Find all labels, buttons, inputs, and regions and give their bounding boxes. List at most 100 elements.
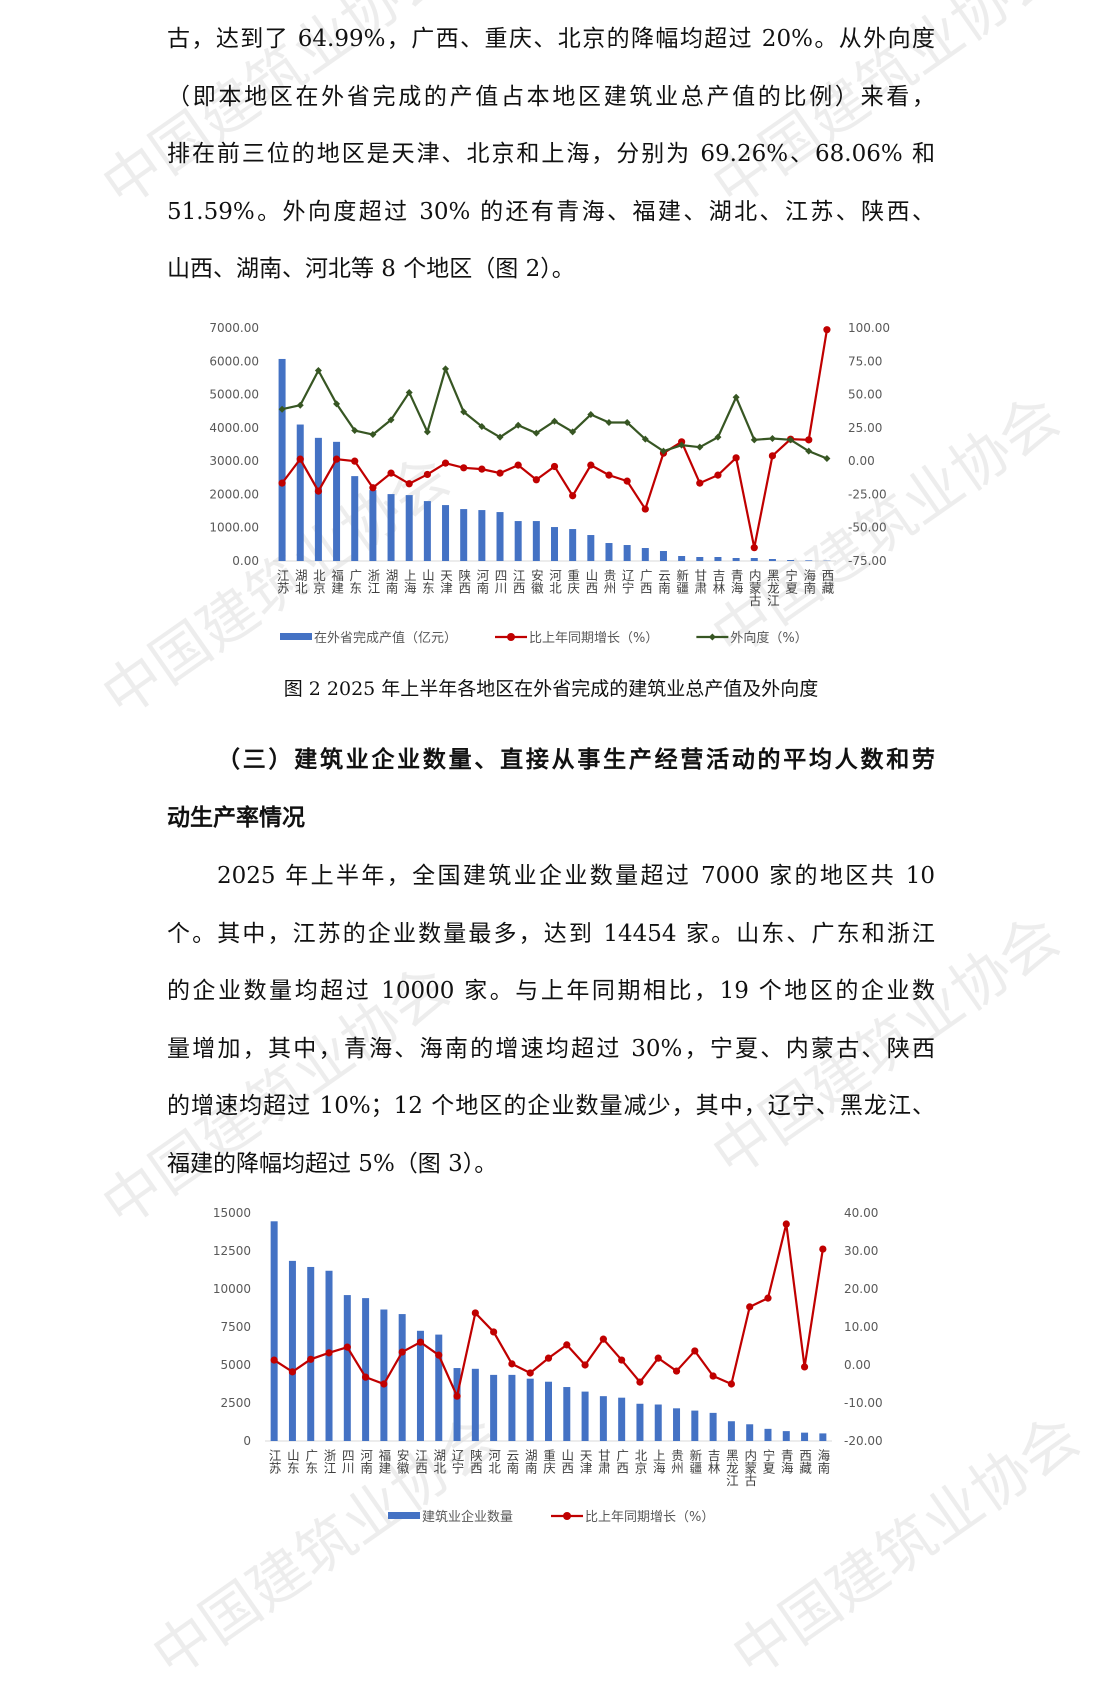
right-axis-tick-label: -50.00	[848, 521, 887, 535]
right-axis-tick-label: -75.00	[848, 554, 887, 568]
bar	[297, 425, 304, 561]
heading-line: 动生产率情况	[167, 790, 935, 848]
left-axis-tick-label: 2000.00	[209, 487, 259, 501]
category-label: 重庆	[565, 568, 580, 594]
category-label: 新疆	[674, 568, 689, 594]
text-line: 个。其中，江苏的企业数量最多，达到 14454 家。山东、广东和浙江	[167, 906, 935, 964]
bar	[279, 359, 286, 561]
category-label: 宁夏	[783, 568, 798, 594]
data-point	[351, 458, 358, 465]
category-label: 北京	[311, 569, 326, 595]
right-axis-tick-label: -25.00	[848, 487, 887, 501]
data-point	[496, 470, 503, 477]
category-label: 福建	[329, 568, 344, 595]
bar	[497, 512, 504, 561]
bar	[769, 559, 776, 561]
data-point	[478, 466, 485, 473]
bar	[660, 551, 667, 561]
category-label: 黑龙江	[765, 569, 780, 607]
data-point	[533, 476, 540, 483]
category-label: 海南	[801, 568, 816, 594]
category-label: 江西	[511, 569, 526, 594]
data-point	[823, 455, 830, 462]
bar	[478, 510, 485, 561]
data-point	[369, 484, 376, 491]
left-axis-tick-label: 4000.00	[209, 421, 259, 435]
category-label: 河北	[547, 569, 562, 595]
category-label: 河南	[474, 569, 489, 594]
category-label: 浙江	[365, 568, 380, 594]
left-axis-tick-label: 5000.00	[209, 388, 259, 402]
data-point	[751, 436, 758, 443]
bar	[569, 529, 576, 561]
legend-label: 外向度（%）	[730, 630, 807, 646]
text-line: 的企业数量均超过 10000 家。与上年同期相比，19 个地区的企业数	[167, 963, 935, 1021]
data-point	[587, 462, 594, 469]
category-label: 吉林	[710, 569, 725, 594]
right-axis-tick-label: 25.00	[848, 421, 882, 435]
category-label: 辽宁	[620, 569, 635, 594]
bar	[460, 509, 467, 561]
category-label: 陕西	[456, 568, 471, 594]
category-label: 甘肃	[692, 569, 707, 595]
series-line	[282, 369, 827, 459]
data-point	[442, 460, 449, 467]
data-point	[460, 464, 467, 471]
category-label: 贵州	[601, 569, 616, 594]
figure-2-caption: 图 2 2025 年上半年各地区在外省完成的建筑业总产值及外向度	[0, 674, 1102, 701]
category-label: 内蒙古	[747, 569, 762, 607]
data-point	[769, 435, 776, 442]
data-point	[769, 452, 776, 459]
category-label: 西藏	[819, 569, 834, 595]
paragraph-2: 2025 年上半年，全国建筑业企业数量超过 7000 家的地区共 10 个。其中…	[167, 848, 935, 1194]
data-point	[605, 472, 612, 479]
heading-line: （三）建筑业企业数量、直接从事生产经营活动的平均人数和劳	[167, 732, 935, 790]
right-axis-tick-label: 100.00	[848, 321, 890, 335]
data-point	[278, 480, 285, 487]
text-line: 2025 年上半年，全国建筑业企业数量超过 7000 家的地区共 10	[167, 848, 935, 906]
left-axis-tick-label: 7000.00	[209, 321, 259, 335]
text-line: 的增速均超过 10%；12 个地区的企业数量减少，其中，辽宁、黑龙江、	[167, 1078, 935, 1136]
section-heading: （三）建筑业企业数量、直接从事生产经营活动的平均人数和劳 动生产率情况	[167, 732, 935, 847]
left-axis-tick-label: 6000.00	[209, 354, 259, 368]
legend-label: 比上年同期增长（%）	[529, 631, 658, 646]
data-point	[515, 462, 522, 469]
data-point	[696, 480, 703, 487]
data-point	[733, 394, 740, 401]
data-point	[805, 436, 812, 443]
data-point	[297, 456, 304, 463]
bar	[805, 560, 812, 561]
data-point	[605, 419, 612, 426]
bar	[515, 521, 522, 561]
data-point	[387, 470, 394, 477]
right-axis-tick-label: 0.00	[848, 454, 875, 468]
bar	[751, 558, 758, 561]
category-label: 云南	[656, 569, 671, 594]
bar	[442, 505, 449, 561]
data-point	[442, 365, 449, 372]
data-point	[406, 480, 413, 487]
category-label: 青海	[729, 569, 744, 594]
text-line: 量增加，其中，青海、海南的增速均超过 30%，宁夏、内蒙古、陕西	[167, 1021, 935, 1079]
category-label: 山西	[583, 569, 598, 594]
bar	[642, 548, 649, 561]
data-point	[424, 428, 431, 435]
bar	[551, 527, 558, 561]
left-axis-tick-label: 0.00	[232, 554, 259, 568]
data-point	[642, 505, 649, 512]
bar	[406, 495, 413, 561]
legend-label: 在外省完成产值（亿元）	[314, 630, 457, 646]
legend-marker	[709, 634, 716, 641]
bar	[424, 501, 431, 561]
data-point	[823, 326, 830, 333]
bar	[533, 521, 540, 561]
data-point	[333, 456, 340, 463]
bar	[369, 490, 376, 561]
bar	[624, 545, 631, 561]
legend-marker	[507, 633, 515, 641]
bar	[388, 494, 395, 561]
bar	[787, 560, 794, 561]
data-point	[751, 544, 758, 551]
right-axis-tick-label: 50.00	[848, 388, 882, 402]
category-label: 安徽	[529, 568, 544, 594]
